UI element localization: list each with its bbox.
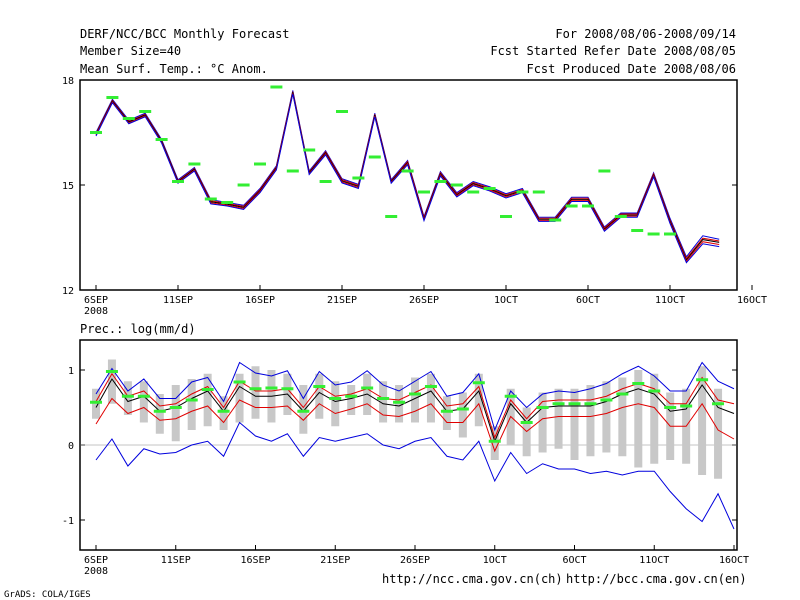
y-tick-label: 0 [68, 441, 74, 452]
series-line-ensemble-min [95, 93, 720, 264]
range-bar [171, 385, 180, 442]
x-tick-label: 16SEP [245, 295, 275, 306]
forecast-period: For 2008/08/06-2008/09/14 [555, 27, 736, 41]
range-bar [347, 385, 356, 415]
series-line-upper-blue [95, 361, 735, 432]
range-bar [235, 373, 244, 423]
chart-title: DERF/NCC/BCC Monthly Forecast [80, 27, 290, 41]
member-size: Member Size=40 [80, 44, 182, 58]
x-tick-label: 11SEP [161, 555, 191, 566]
range-bar [698, 366, 707, 475]
series-line-lower-red [95, 397, 735, 453]
x-tick-label: 6OCT [576, 295, 600, 306]
x-tick-label: 1OCT [483, 555, 507, 566]
range-bar [315, 373, 324, 419]
series-line-ensemble-mean [95, 92, 720, 261]
y-tick-label: 18 [62, 76, 74, 87]
y-tick-label: -1 [62, 516, 74, 527]
x-tick-label: 16SEP [240, 555, 270, 566]
range-bar [107, 359, 116, 404]
range-bar [490, 426, 499, 460]
range-bar [251, 366, 260, 419]
range-bar [538, 392, 547, 453]
x-tick-label: 6OCT [562, 555, 586, 566]
range-bar [219, 396, 228, 430]
y-tick-label: 12 [62, 286, 74, 297]
range-bar [187, 379, 196, 430]
precip-panel-title: Prec.: log(mm/d) [80, 322, 196, 336]
range-bar [155, 394, 164, 434]
x-tick-label: 11OCT [655, 295, 685, 306]
grads-credit: GrADS: COLA/IGES [4, 590, 91, 600]
x-tick-label: 21SEP [327, 295, 357, 306]
range-bar [379, 381, 388, 423]
url-en-link[interactable]: http://bcc.cma.gov.cn(en) [566, 572, 747, 586]
range-bar [554, 388, 563, 449]
range-bar [586, 385, 595, 457]
range-bar [331, 381, 340, 427]
series-line-lower-blue [95, 421, 735, 530]
plot-frame [79, 79, 738, 291]
range-bar [139, 381, 148, 423]
forecast-start-date: Fcst Started Refer Date 2008/08/05 [490, 44, 736, 58]
x-tick-label: 11OCT [639, 555, 669, 566]
x-tick-label: 1OCT [494, 295, 518, 306]
y-tick-label: 1 [68, 366, 74, 377]
range-bar [299, 385, 308, 434]
x-year-label: 2008 [84, 306, 108, 317]
x-tick-label: 26SEP [409, 295, 439, 306]
x-year-label: 2008 [84, 566, 108, 577]
x-tick-label: 21SEP [320, 555, 350, 566]
y-tick-label: 15 [62, 181, 74, 192]
x-tick-label: 6SEP [84, 295, 108, 306]
range-bar [602, 381, 611, 453]
url-ch-link[interactable]: http://ncc.cma.gov.cn(ch) [382, 572, 563, 586]
range-bar [442, 396, 451, 430]
temperature-panel: 12 15 18 6SEP 11SEP 16SEP 21SEP 26SEP 1OCT 6OCT 11… [62, 76, 767, 317]
x-tick-label: 16OCT [719, 555, 749, 566]
range-bar [474, 373, 483, 427]
x-tick-label: 11SEP [163, 295, 193, 306]
series-line-lower [95, 93, 720, 263]
range-bar [411, 377, 419, 423]
x-tick-label: 16OCT [737, 295, 767, 306]
x-tick-label: 6SEP [84, 555, 108, 566]
range-bar [123, 381, 132, 415]
series-line-ensemble-mean [95, 378, 735, 443]
range-bar [458, 392, 467, 438]
range-bar [714, 388, 723, 479]
range-bar [203, 373, 212, 427]
range-bar [426, 373, 435, 423]
x-tick-label: 26SEP [400, 555, 430, 566]
forecast-produced-date: Fcst Produced Date 2008/08/06 [526, 62, 736, 76]
range-bar [634, 370, 643, 468]
range-bar [650, 373, 659, 464]
range-bar [570, 388, 579, 460]
variable-label: Mean Surf. Temp.: °C Anom. [80, 62, 268, 76]
range-bar [618, 377, 627, 457]
